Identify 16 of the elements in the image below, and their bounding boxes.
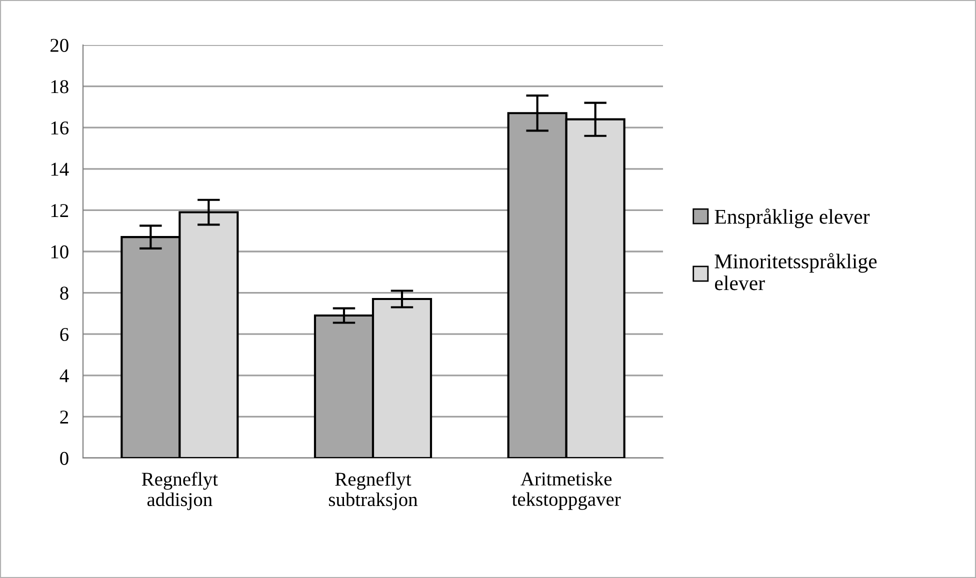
y-tick-label: 18 — [51, 80, 68, 94]
legend-label: Enspråklige elever — [714, 208, 870, 228]
y-tick-label: 16 — [51, 121, 69, 135]
y-tick-label: 8 — [60, 286, 68, 300]
y-tick-label: 10 — [51, 245, 68, 258]
y-tick-label: 12 — [51, 204, 68, 217]
x-tick-label: Aritmetiske tekstoppgaver — [512, 472, 621, 510]
x-tick-label: Regneflyt subtraksjon — [328, 472, 418, 510]
x-tick-label: Regneflyt addisjon — [142, 472, 218, 510]
y-tick-label: 4 — [60, 369, 69, 382]
y-tick-label: 2 — [60, 410, 68, 424]
legend-label: Minoritetsspråklige elever — [714, 253, 877, 290]
y-tick-label: 20 — [50, 38, 68, 52]
y-tick-label: 0 — [60, 452, 68, 465]
y-tick-label: 14 — [51, 162, 69, 176]
y-tick-label: 6 — [60, 328, 69, 342]
